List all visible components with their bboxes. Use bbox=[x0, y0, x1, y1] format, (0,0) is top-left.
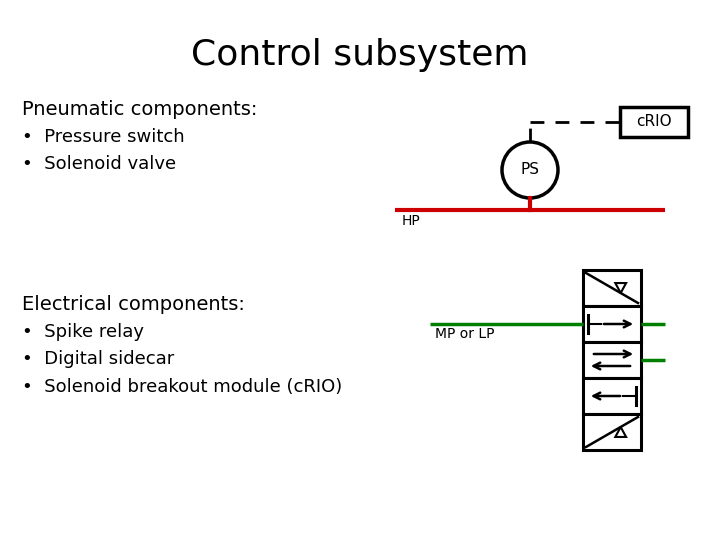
Text: •  Solenoid valve: • Solenoid valve bbox=[22, 155, 176, 173]
Text: cRIO: cRIO bbox=[636, 114, 672, 130]
Text: Electrical components:: Electrical components: bbox=[22, 295, 245, 314]
Bar bbox=[620, 107, 688, 137]
Text: •  Solenoid breakout module (cRIO): • Solenoid breakout module (cRIO) bbox=[22, 378, 342, 396]
Text: •  Pressure switch: • Pressure switch bbox=[22, 128, 184, 146]
Text: HP: HP bbox=[402, 214, 420, 228]
Bar bbox=[583, 306, 641, 342]
Bar bbox=[583, 378, 641, 414]
Text: PS: PS bbox=[521, 163, 539, 178]
Bar bbox=[583, 342, 641, 378]
Text: Control subsystem: Control subsystem bbox=[192, 38, 528, 72]
Text: Pneumatic components:: Pneumatic components: bbox=[22, 100, 257, 119]
Text: •  Digital sidecar: • Digital sidecar bbox=[22, 350, 174, 368]
Bar bbox=[583, 270, 641, 306]
Bar bbox=[583, 414, 641, 450]
Text: MP or LP: MP or LP bbox=[435, 327, 495, 341]
Text: •  Spike relay: • Spike relay bbox=[22, 323, 144, 341]
